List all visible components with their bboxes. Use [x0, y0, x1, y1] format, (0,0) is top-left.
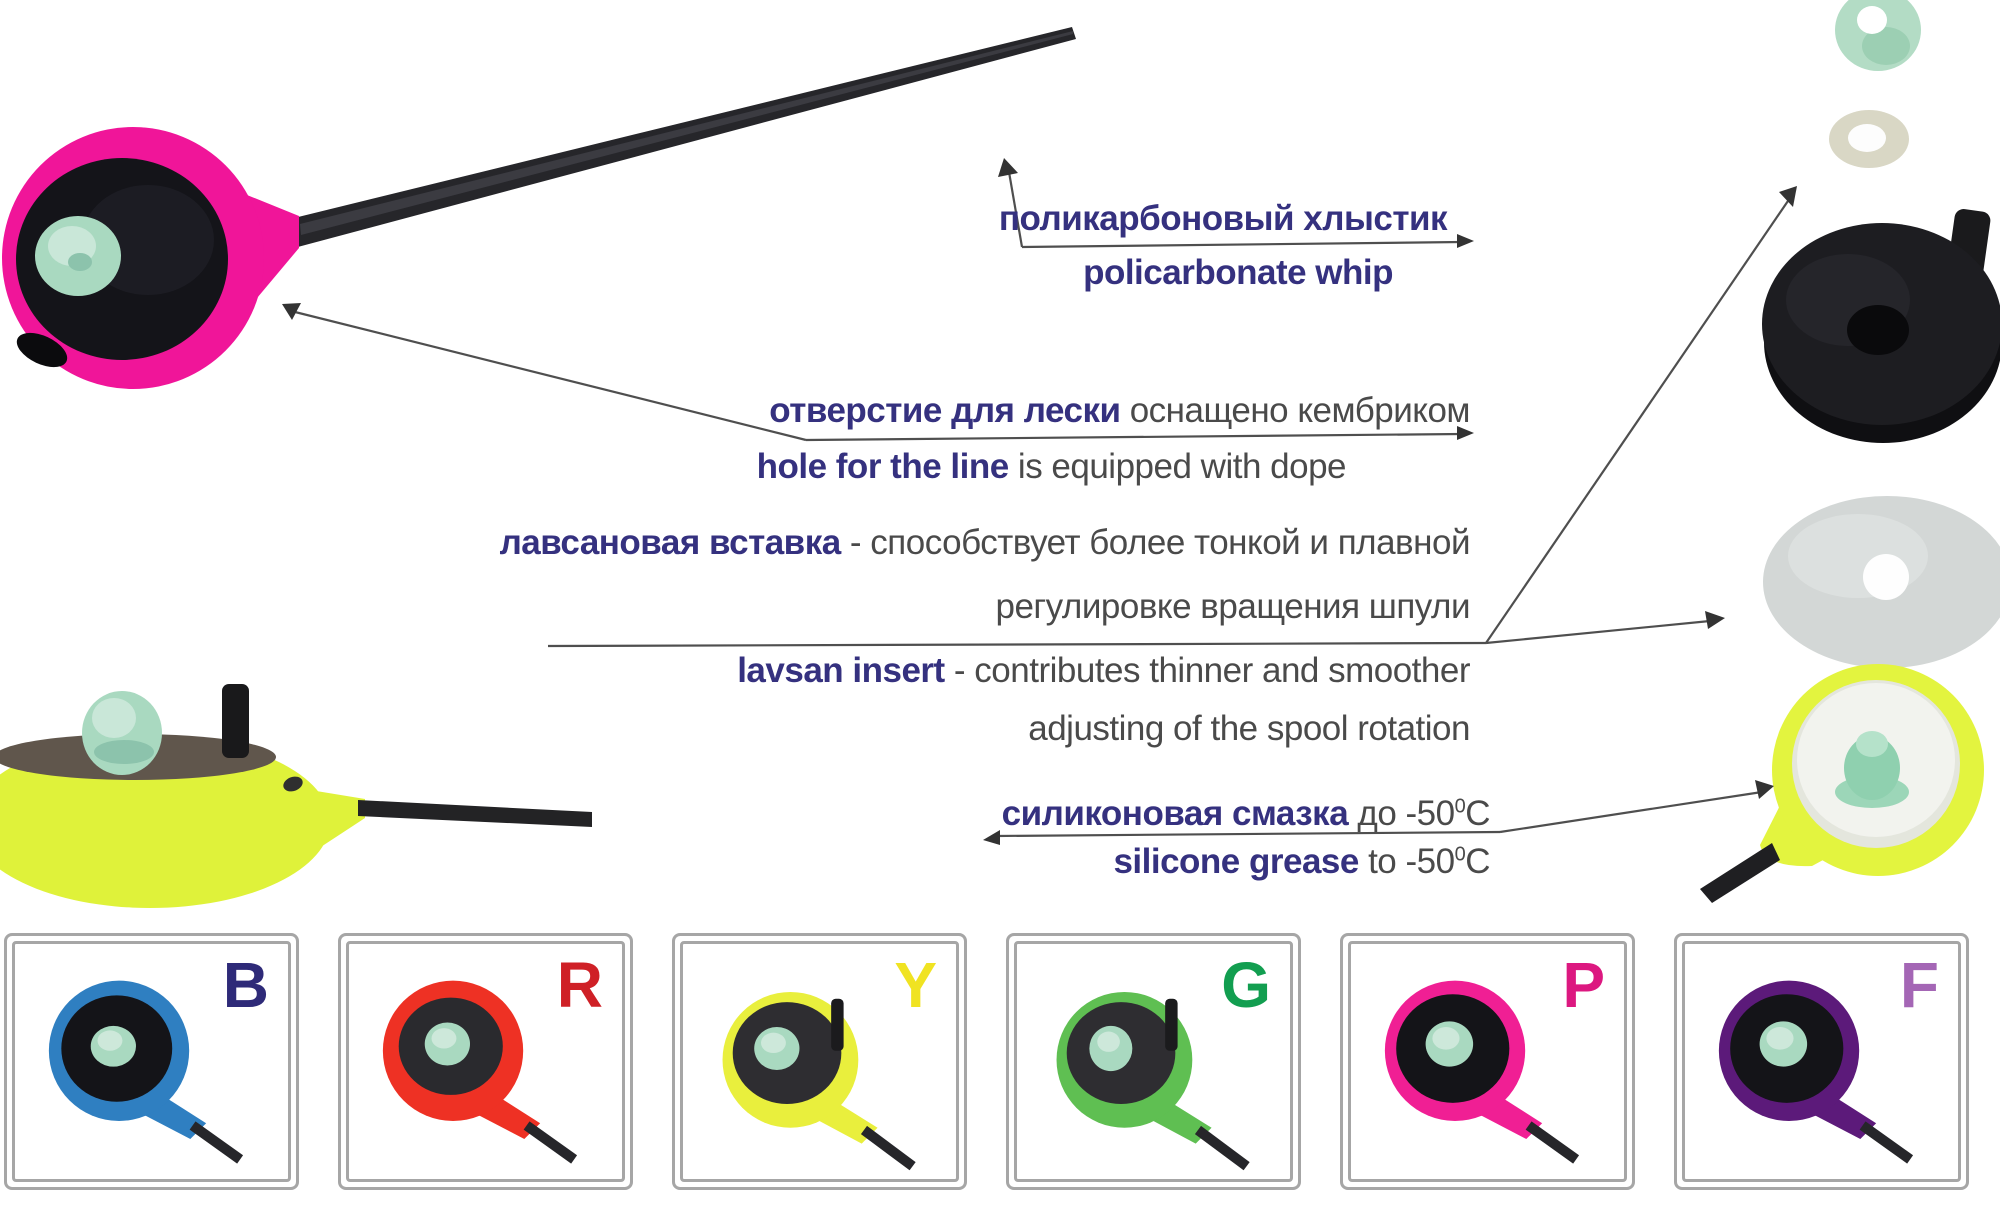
annotation-grease-en: silicone grease to -500C	[1113, 842, 1490, 882]
variant-letter-b: B	[222, 949, 269, 1021]
variant-box-purple-frame: F	[1682, 941, 1961, 1182]
side-rod-photo	[0, 684, 592, 908]
grease-ru-desc: до -50	[1348, 794, 1455, 833]
variant-letter-f: F	[1899, 949, 1939, 1021]
spool-photo	[1762, 209, 2000, 443]
grease-en-degree: 0	[1454, 843, 1466, 866]
variant-letter-r: R	[556, 949, 603, 1021]
variant-rod-blue-photo	[48, 980, 244, 1164]
lavsan-en-desc: - contributes thinner and smoother	[944, 651, 1471, 690]
lavsan-disc-photo	[1763, 496, 2000, 668]
lavsan-ru-desc: - способствует более тонкой и плавной	[840, 523, 1471, 562]
variant-rod-yellow-photo	[722, 991, 916, 1171]
grease-ru-term: силиконовая смазка	[1001, 794, 1349, 833]
beige-washer-photo	[1829, 110, 1909, 168]
annotation-whip-ru: поликарбоновый хлыстик	[998, 199, 1448, 239]
grease-en-unit: C	[1465, 842, 1490, 881]
whip-en-label: policarbonate whip	[1083, 253, 1393, 292]
variant-box-blue-frame: B	[12, 941, 291, 1182]
annotation-lavsan-en-line2: adjusting of the spool rotation	[1028, 709, 1470, 749]
annotation-hole-en: hole for the line is equipped with dope	[756, 447, 1347, 487]
variant-letter-g: G	[1221, 949, 1271, 1021]
variant-letter-p: P	[1562, 949, 1605, 1021]
variant-rod-purple-photo	[1718, 980, 1914, 1164]
whip-photo	[290, 27, 1076, 248]
lavsan-ru-term: лавсановая вставка	[499, 523, 842, 562]
annotation-lavsan-ru-line2: регулировке вращения шпули	[995, 587, 1470, 627]
grease-en-desc: to -50	[1358, 842, 1455, 881]
annotation-lavsan-ru-line1: лавсановая вставка - способствует более …	[499, 523, 1471, 563]
variant-box-pink: P	[1340, 933, 1635, 1190]
hole-ru-term: отверстие для лески	[769, 391, 1121, 430]
lavsan-en-term: lavsan insert	[737, 651, 945, 690]
variant-letter-y: Y	[894, 949, 937, 1021]
variant-box-yellow: Y	[672, 933, 967, 1190]
variant-rod-green-photo	[1056, 991, 1250, 1171]
variant-box-purple: F	[1674, 933, 1969, 1190]
whip-ru-label: поликарбоновый хлыстик	[998, 199, 1448, 238]
grease-ru-degree: 0	[1454, 795, 1466, 818]
hole-ru-desc: оснащено кембриком	[1120, 391, 1471, 430]
hole-en-term: hole for the line	[756, 447, 1010, 486]
variant-rod-pink-photo	[1384, 980, 1580, 1164]
variant-rod-red-photo	[382, 980, 578, 1164]
annotation-lavsan-en-line1: lavsan insert - contributes thinner and …	[737, 651, 1471, 691]
variant-box-yellow-frame: Y	[680, 941, 959, 1182]
grease-ru-unit: C	[1465, 794, 1490, 833]
leader-lines	[282, 158, 1797, 845]
variant-box-green-frame: G	[1014, 941, 1293, 1182]
variant-box-blue: B	[4, 933, 299, 1190]
green-washer-photo	[1835, 0, 1921, 71]
annotation-hole-ru: отверстие для лески оснащено кембриком	[769, 391, 1471, 431]
variant-box-red-frame: R	[346, 941, 625, 1182]
variant-box-pink-frame: P	[1348, 941, 1627, 1182]
grease-en-term: silicone grease	[1113, 842, 1359, 881]
variant-box-green: G	[1006, 933, 1301, 1190]
hole-en-desc: is equipped with dope	[1008, 447, 1347, 486]
hero-rod-photo	[2, 127, 299, 389]
variant-box-red: R	[338, 933, 633, 1190]
open-rod-photo	[1700, 664, 1984, 903]
lavsan-en-line2: adjusting of the spool rotation	[1028, 709, 1470, 748]
annotation-whip-en: policarbonate whip	[1083, 253, 1393, 293]
lavsan-ru-line2: регулировке вращения шпули	[995, 587, 1470, 626]
annotation-grease-ru: силиконовая смазка до -500C	[1001, 794, 1491, 834]
